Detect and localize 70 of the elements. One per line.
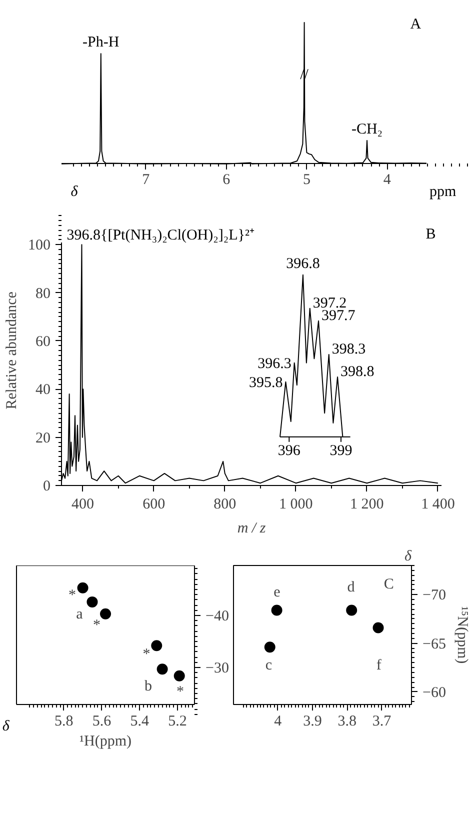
- x-tick-label: 800: [214, 496, 236, 512]
- annotation: *: [93, 618, 101, 634]
- point: [271, 604, 282, 616]
- x-tick-label: 399: [330, 442, 352, 459]
- y-tick-label: −40: [206, 608, 229, 624]
- x-tick-label: 1 000: [279, 496, 313, 512]
- x-axis-title: m / z: [237, 520, 266, 536]
- text: δ: [404, 548, 413, 564]
- annotation: e: [274, 584, 281, 600]
- annotation: A: [410, 16, 422, 32]
- annotation: 398.3: [332, 341, 366, 358]
- x-tick-label: 3.9: [303, 714, 322, 730]
- annotation: 398.8: [340, 364, 374, 380]
- x-tick-label: 396: [278, 442, 301, 459]
- annotation: 395.8: [248, 374, 283, 391]
- x-tick-label: 1 400: [421, 496, 455, 512]
- annotation: 396.8: [286, 256, 320, 272]
- x-axis-title: ppm: [430, 184, 456, 200]
- annotation: *: [176, 684, 184, 700]
- y-tick-label: 0: [43, 478, 50, 494]
- y-tick-label: 20: [36, 430, 50, 446]
- x-tick-label: 3.8: [338, 714, 356, 730]
- x-tick-label: 400: [72, 496, 94, 512]
- x-tick-label: 5.6: [92, 714, 112, 730]
- text: δ: [2, 718, 10, 734]
- y-tick-label: −30: [206, 660, 229, 677]
- x-tick-label: 4: [274, 714, 282, 730]
- point: [156, 664, 168, 675]
- x-tick-label: 3.7: [372, 714, 392, 730]
- point: [372, 622, 384, 634]
- annotation: 396.3: [258, 356, 292, 372]
- annotation: c: [265, 657, 272, 674]
- x-axis-title: ¹H(ppm): [80, 734, 132, 750]
- annotation: f: [376, 657, 382, 674]
- point: [151, 640, 162, 652]
- annotation: C: [384, 576, 394, 593]
- x-tick-label: 5: [302, 172, 310, 188]
- x-tick-label: 600: [142, 496, 166, 512]
- y-tick-label: 80: [36, 286, 50, 302]
- annotation: B: [426, 226, 436, 242]
- y-tick-label: −70: [422, 588, 446, 604]
- annotation: -CH₂: [351, 122, 383, 138]
- y-tick-label: 100: [28, 238, 50, 254]
- y-tick-label: −65: [422, 636, 446, 652]
- annotation: -Ph-H: [82, 34, 120, 51]
- annotation: d: [347, 579, 356, 596]
- y-tick-label: −60: [422, 684, 446, 701]
- text: δ: [70, 184, 79, 200]
- annotation: a: [76, 606, 84, 623]
- point: [77, 582, 88, 594]
- y-axis-title: ¹⁵N(ppm): [454, 606, 470, 664]
- x-tick-label: 6: [222, 172, 231, 188]
- y-tick-label: 60: [36, 334, 50, 350]
- x-tick-label: 5.8: [54, 714, 74, 730]
- x-tick-label: 7: [142, 172, 150, 188]
- y-tick-label: 40: [36, 382, 50, 398]
- point: [174, 670, 185, 682]
- x-tick-label: 4: [383, 172, 392, 188]
- annotation: b: [144, 678, 152, 694]
- annotation: 396.8{[Pt(NH₃)₂Cl(OH)₂]₂L}²⁺: [66, 228, 254, 244]
- y-axis-title: Relative abundance: [4, 291, 20, 410]
- annotation: *: [68, 588, 76, 604]
- annotation: *: [142, 646, 150, 662]
- point: [264, 642, 276, 653]
- x-tick-label: 5.2: [168, 714, 187, 730]
- point: [100, 608, 111, 620]
- x-tick-label: 5.4: [130, 714, 150, 730]
- x-tick-label: 1 200: [350, 496, 384, 512]
- point: [86, 596, 98, 608]
- point: [346, 604, 358, 616]
